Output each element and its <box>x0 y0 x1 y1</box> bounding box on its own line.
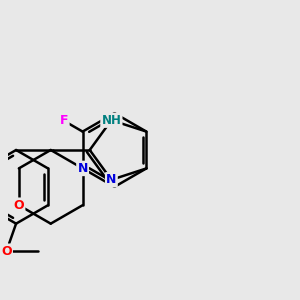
Text: F: F <box>60 114 68 128</box>
Text: O: O <box>14 199 24 212</box>
Text: N: N <box>77 162 88 175</box>
Text: O: O <box>1 245 12 258</box>
Text: N: N <box>106 173 117 186</box>
Text: NH: NH <box>101 114 121 127</box>
